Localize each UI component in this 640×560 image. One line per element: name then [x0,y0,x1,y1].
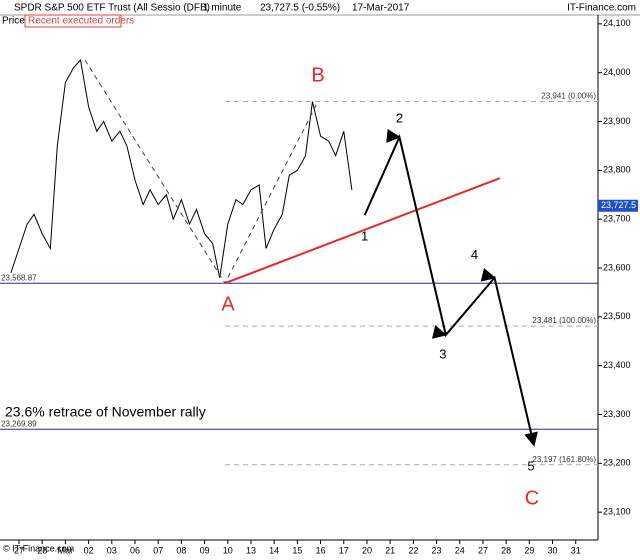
source: IT-Finance.com [567,3,636,14]
x-tick-label: 28 [501,545,511,555]
y-tick-label: 24,100 [603,18,631,28]
x-tick-label: 27 [14,545,24,555]
x-tick-label: 09 [200,545,210,555]
level-label: 23,568.87 [1,273,37,282]
wave-label: 3 [439,346,446,361]
orders-button[interactable] [24,14,122,28]
interval: 1 minute [203,3,242,14]
current-price-label: 23,727.5 [601,200,636,210]
copyright: © IT-Finance.com [3,543,74,553]
x-tick-label: 08 [176,545,186,555]
x-tick-label: 31 [571,545,581,555]
wave-label-b: B [311,64,324,86]
x-tick-label: 15 [292,545,302,555]
annotation: 23.6% retrace of November rally [5,404,206,420]
x-tick-label: 17 [339,545,349,555]
wave-label: 2 [396,111,403,126]
date: 17-Mar-2017 [352,3,410,14]
level-label: 23,269.89 [1,419,37,428]
x-tick-label: 03 [107,545,117,555]
x-tick-label: 14 [269,545,279,555]
panel-label: Price [2,16,25,27]
level-label: 23,197 (161.80%) [532,455,596,464]
x-tick-label: 21 [385,545,395,555]
x-tick-label: 29 [524,545,534,555]
level-label: 23,481 (100.00%) [532,316,596,325]
y-tick-label: 23,600 [603,262,631,272]
orders-button-label[interactable]: Recent executed orders [28,16,134,27]
wave-label: 5 [527,459,534,474]
current-price-box [598,199,638,212]
projection-line [363,128,538,447]
y-tick-label: 23,500 [603,311,631,321]
x-tick-label: 13 [246,545,256,555]
wave-label-c: C [525,487,539,509]
price-line [10,58,353,278]
x-tick-label: 24 [455,545,465,555]
y-tick-label: 23,800 [603,165,631,175]
y-tick-label: 24,000 [603,67,631,77]
wave-label-a: A [221,293,235,315]
wave-label: 4 [471,247,478,262]
y-tick-label: 23,900 [603,116,631,126]
x-tick-label: 07 [153,545,163,555]
x-tick-label: 23 [432,545,442,555]
x-tick-label: 28 [37,545,47,555]
chart-title: SPDR S&P 500 ETF Trust (All Sessio (DFB) [14,3,210,14]
y-tick-label: 23,300 [603,409,631,419]
y-tick-label: 23,100 [603,507,631,517]
level-label: 23,941 (0.00%) [541,92,596,101]
y-tick-label: 23,400 [603,360,631,370]
x-tick-label: 20 [362,545,372,555]
last-price: 23,727.5 (-0.55%) [260,3,340,14]
x-tick-label: 06 [130,545,140,555]
x-tick-label: 22 [408,545,418,555]
x-tick-label: Mar [58,545,74,555]
x-tick-label: 10 [223,545,233,555]
y-tick-label: 23,200 [603,458,631,468]
x-tick-label: 02 [84,545,94,555]
x-tick-label: 30 [548,545,558,555]
wave-label: 1 [361,229,368,244]
y-tick-label: 23,700 [603,214,631,224]
x-tick-label: 16 [316,545,326,555]
x-tick-label: 27 [478,545,488,555]
